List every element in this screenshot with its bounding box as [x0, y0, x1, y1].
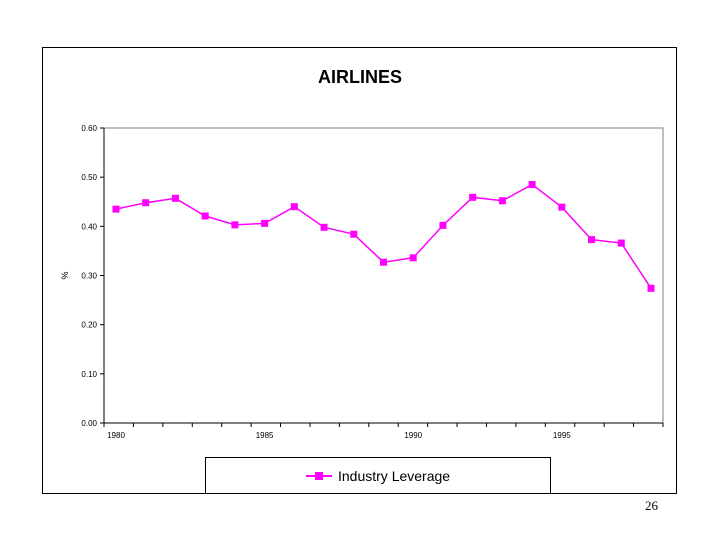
legend-swatch-icon	[306, 471, 332, 481]
data-point	[617, 239, 625, 247]
data-point	[350, 230, 358, 238]
y-tick-label: 0.00	[81, 419, 97, 428]
data-point	[231, 221, 239, 229]
data-point	[647, 284, 655, 292]
page-number: 26	[645, 498, 658, 513]
data-point	[439, 221, 447, 229]
data-point	[469, 193, 477, 201]
y-axis-label: %	[60, 271, 70, 279]
y-tick-label: 0.40	[81, 222, 97, 231]
legend-label: Industry Leverage	[338, 468, 451, 484]
y-tick-label: 0.60	[81, 124, 97, 133]
slide-frame	[42, 47, 677, 494]
x-tick-label: 1980	[107, 431, 125, 440]
x-tick-label: 1995	[553, 431, 571, 440]
data-point	[261, 219, 269, 227]
data-point	[201, 212, 209, 220]
data-point	[380, 258, 387, 266]
data-point	[558, 203, 566, 211]
chart-title: AIRLINES	[317, 67, 402, 87]
plot-area	[103, 127, 664, 424]
data-point	[320, 223, 328, 231]
data-point	[142, 199, 150, 207]
x-tick-label: 1990	[404, 431, 422, 440]
y-tick-label: 0.10	[81, 370, 97, 379]
y-tick-label: 0.50	[81, 173, 97, 182]
data-point	[498, 197, 506, 205]
y-tick-label: 0.20	[81, 321, 97, 330]
data-point	[290, 203, 298, 211]
y-tick-label: 0.30	[81, 272, 97, 281]
legend: Industry Leverage	[205, 457, 551, 493]
data-point	[112, 205, 120, 213]
legend-item-industry-leverage: Industry Leverage	[306, 467, 450, 485]
data-point	[171, 194, 179, 202]
series-line	[115, 183, 652, 289]
data-point	[409, 254, 417, 262]
x-tick-label: 1985	[256, 431, 274, 440]
data-point	[528, 181, 536, 189]
data-point	[588, 236, 596, 244]
